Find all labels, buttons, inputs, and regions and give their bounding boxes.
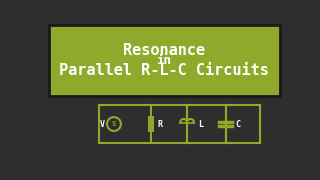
Bar [148, 116, 154, 132]
Text: Parallel R-L-C Circuits: Parallel R-L-C Circuits [59, 63, 269, 78]
Text: L: L [198, 120, 203, 129]
Text: C: C [236, 120, 240, 129]
Text: V: V [100, 120, 105, 129]
Bar [49, 25, 279, 96]
Text: S: S [112, 121, 116, 127]
Text: Resonance: Resonance [123, 43, 205, 58]
Text: in: in [156, 54, 172, 67]
Text: R: R [158, 120, 163, 129]
